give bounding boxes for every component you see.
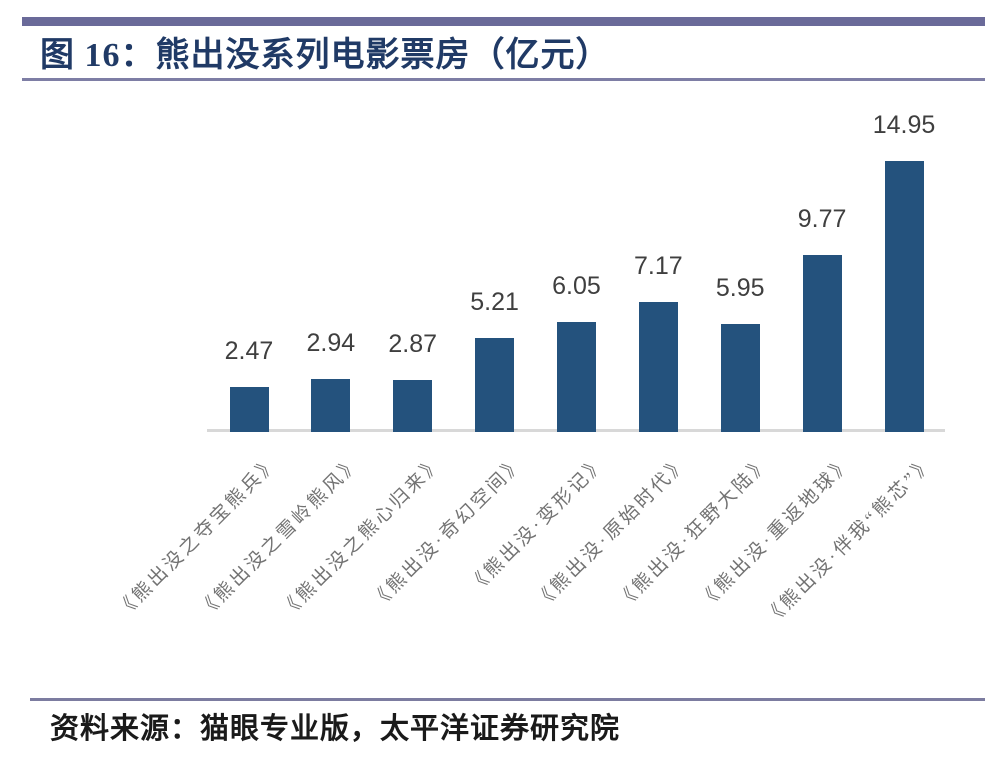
footer-rule [30, 698, 985, 701]
source-note: 资料来源：猫眼专业版，太平洋证券研究院 [50, 713, 621, 745]
bar-value-label: 6.05 [552, 272, 601, 300]
bar [884, 161, 924, 432]
figure-title: 图 16：熊出没系列电影票房（亿元） [40, 37, 611, 74]
x-axis-label: 《熊出没·原始时代》 [531, 451, 693, 613]
bar [557, 322, 596, 432]
bar [311, 379, 351, 432]
bar [720, 324, 760, 432]
title-underline-rule [22, 78, 985, 81]
bar-value-label: 14.95 [872, 111, 936, 139]
bar-value-label: 2.94 [306, 329, 356, 357]
x-axis-label: 《熊出没·重返地球》 [695, 451, 857, 613]
bar [229, 387, 269, 432]
bar-value-label: 5.21 [470, 288, 519, 316]
bar-value-label: 5.95 [715, 274, 765, 302]
bar-value-label: 2.87 [388, 330, 438, 358]
bar-value-label: 9.77 [797, 205, 847, 233]
bar [475, 338, 515, 432]
x-axis-label: 《熊出没·狂野大陆》 [613, 451, 775, 613]
bar [393, 380, 433, 432]
bar-value-label: 7.17 [634, 252, 683, 280]
bar-value-label: 2.47 [224, 337, 274, 365]
bar [802, 255, 842, 432]
header-top-rule [22, 17, 985, 26]
bar [638, 302, 678, 432]
x-axis-label: 《熊出没·变形记》 [464, 451, 611, 598]
x-axis-label: 《熊出没·奇幻空间》 [367, 451, 530, 613]
